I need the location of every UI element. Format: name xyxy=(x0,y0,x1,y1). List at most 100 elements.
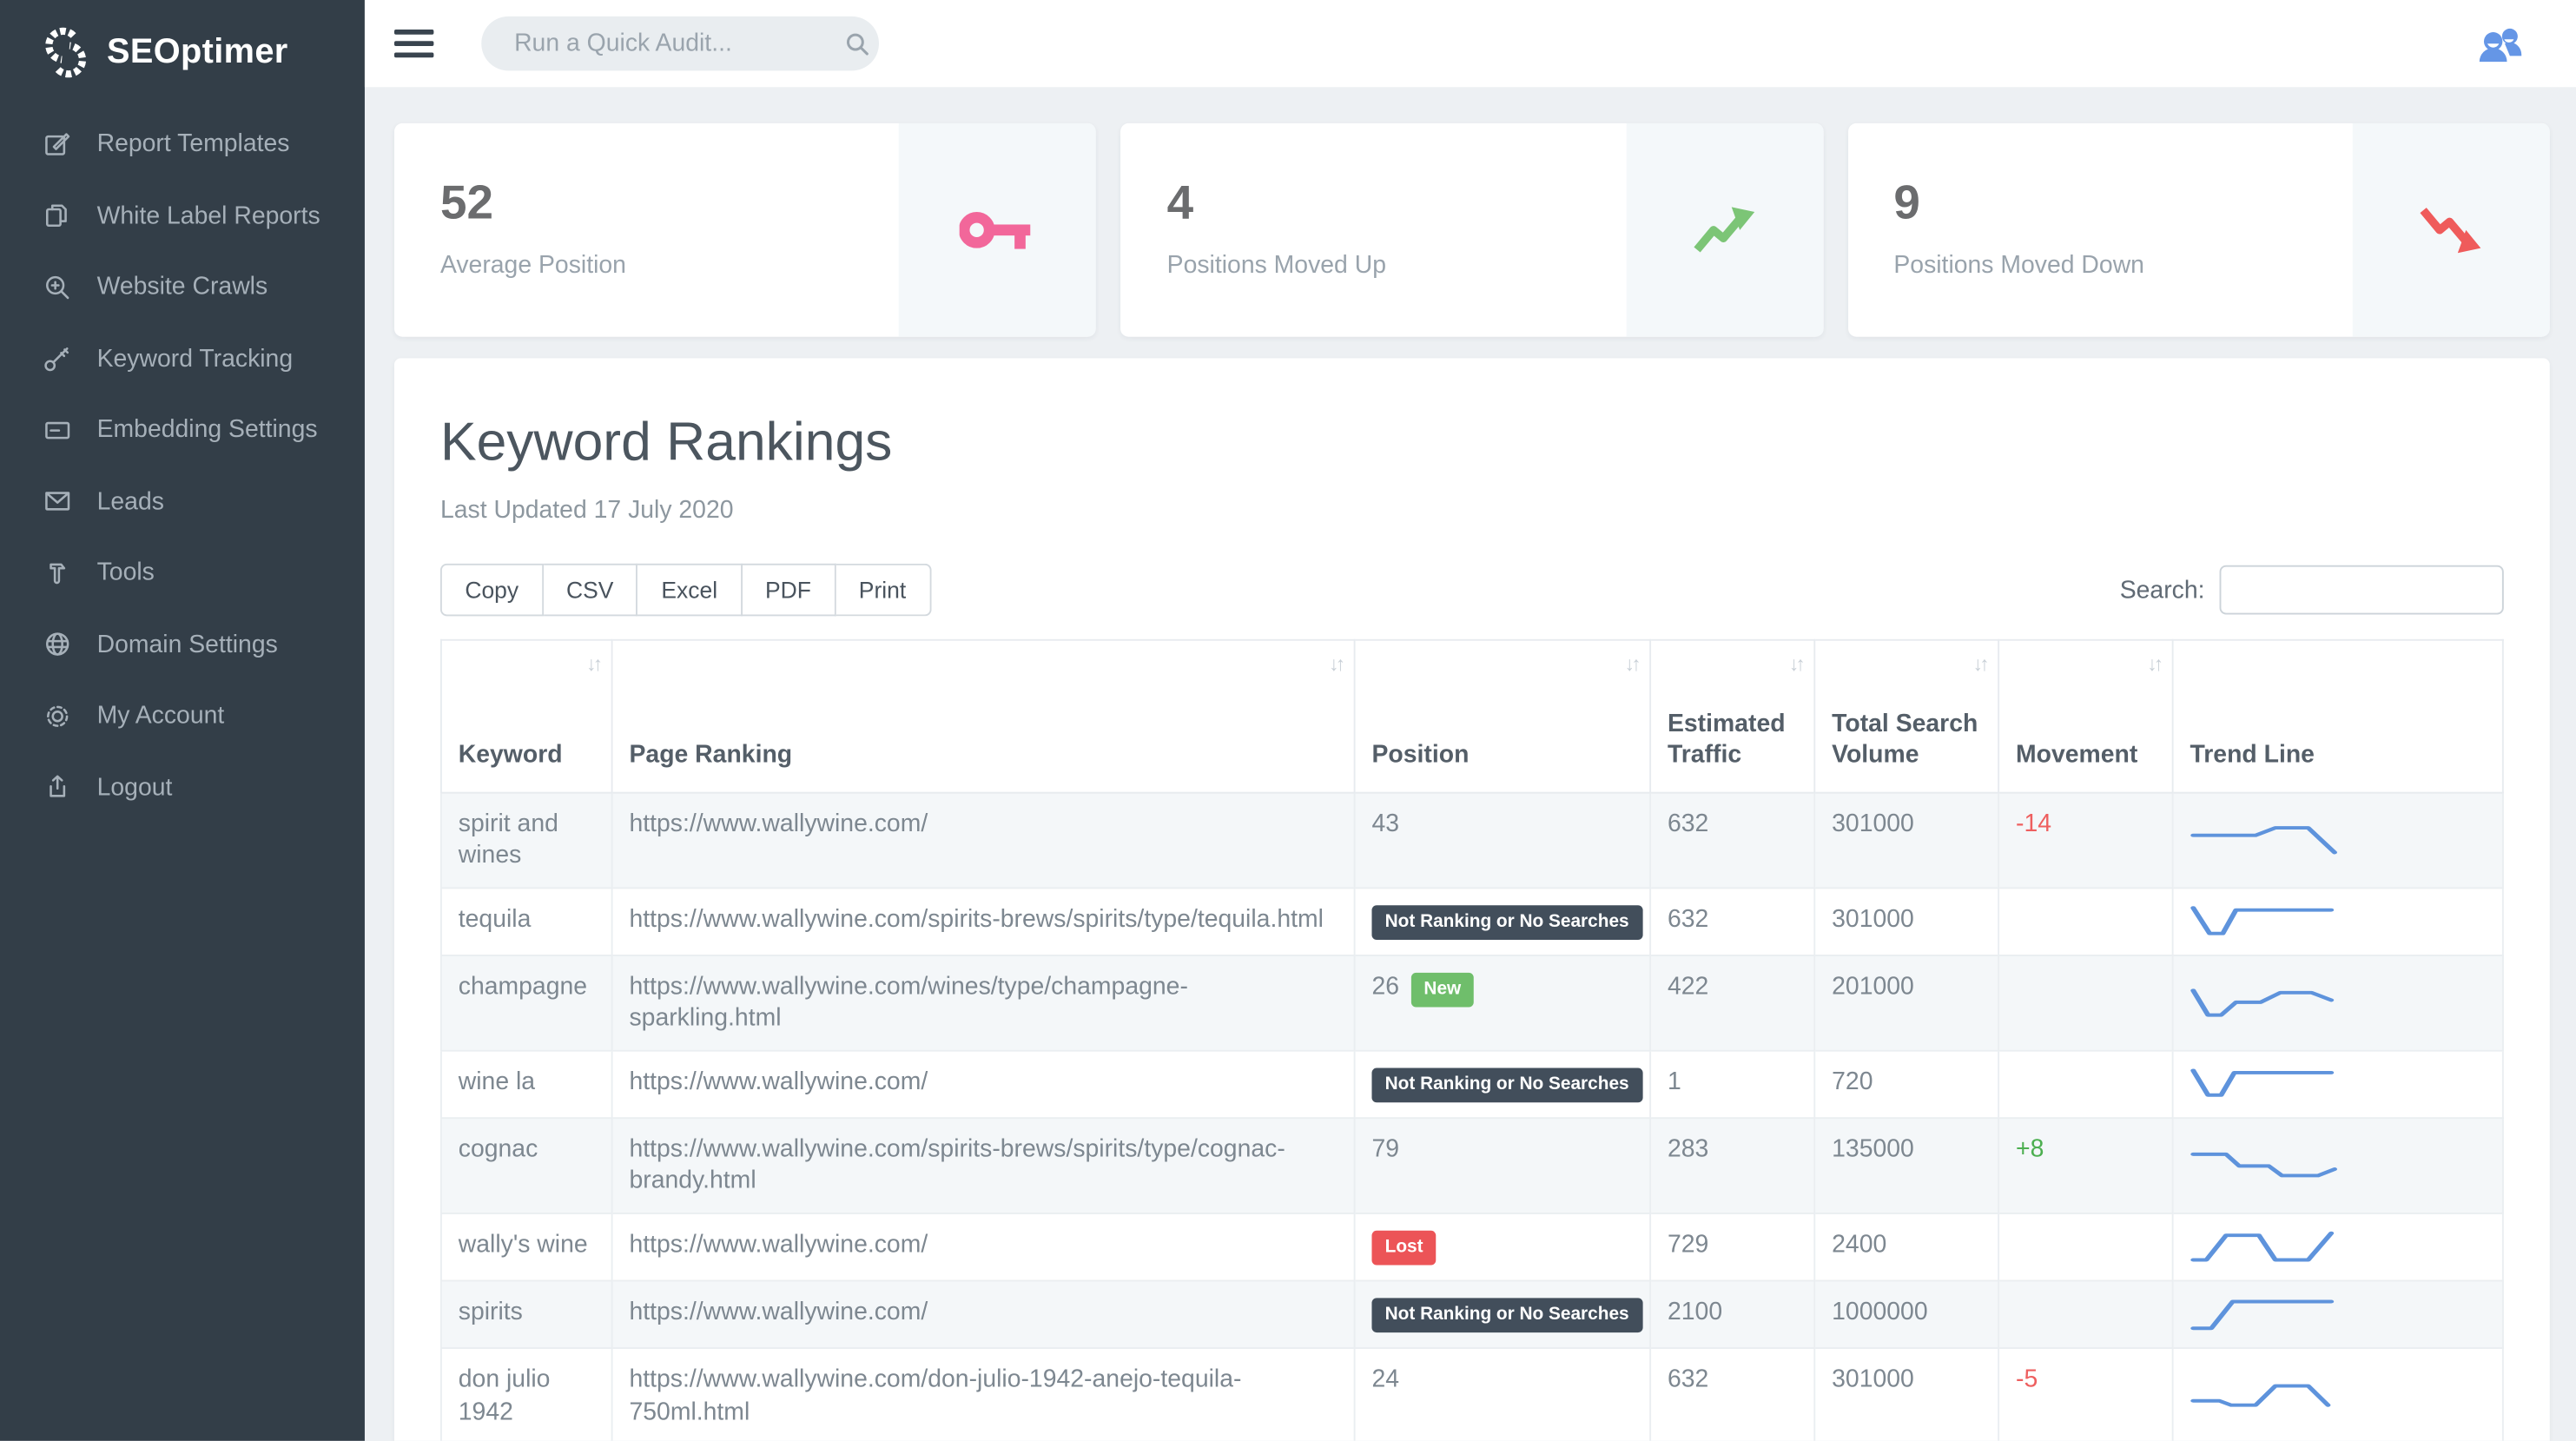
search-icon xyxy=(844,30,870,56)
position-badge: Not Ranking or No Searches xyxy=(1371,1067,1642,1103)
trend-cell xyxy=(2171,954,2504,1052)
movement-cell xyxy=(1998,1049,2174,1119)
sidebar-item-report-templates[interactable]: Report Templates xyxy=(0,109,365,180)
keyword-cell: don julio 1942 xyxy=(439,1347,613,1441)
position-cell: 43 xyxy=(1353,790,1652,889)
page-title: Keyword Rankings xyxy=(439,410,893,472)
total-search-volume-cell: 301000 xyxy=(1813,790,2000,889)
page-ranking-cell: https://www.wallywine.com/ xyxy=(611,1279,1356,1350)
table-search-input[interactable] xyxy=(2219,565,2504,615)
sidebar-item-my-account[interactable]: My Account xyxy=(0,680,365,751)
movement-value: -14 xyxy=(2015,809,2052,837)
sidebar-item-embedding-settings[interactable]: Embedding Settings xyxy=(0,394,365,466)
sort-icon: ↓↑ xyxy=(586,651,603,676)
stat-label: Positions Moved Up xyxy=(1166,251,1387,280)
position-badge: Not Ranking or No Searches xyxy=(1371,904,1642,940)
column-header-movement[interactable]: ↓↑ Movement xyxy=(1998,638,2174,793)
sort-icon: ↓↑ xyxy=(1329,651,1345,676)
trend-cell xyxy=(2171,1117,2504,1214)
movement-cell xyxy=(1998,886,2174,956)
trend-up-icon xyxy=(1626,122,1824,337)
trend-sparkline xyxy=(2190,1299,2335,1331)
table-row: wine la https://www.wallywine.com/Not Ran… xyxy=(439,1049,2504,1119)
table-row: tequila https://www.wallywine.com/spirits… xyxy=(439,886,2504,956)
csv-button[interactable]: CSV xyxy=(543,563,638,617)
total-search-volume-cell: 301000 xyxy=(1813,886,2000,956)
page-ranking-cell: https://www.wallywine.com/spirits-brews/… xyxy=(611,1117,1356,1214)
copy-button[interactable]: Copy xyxy=(439,563,544,617)
logo-text: SEOptimer xyxy=(106,32,288,71)
logout-icon xyxy=(41,773,74,803)
key-icon xyxy=(41,344,74,373)
sidebar-item-white-label-reports[interactable]: White Label Reports xyxy=(0,180,365,251)
gear-icon xyxy=(41,701,74,730)
trend-sparkline xyxy=(2190,1068,2335,1097)
estimated-traffic-cell: 632 xyxy=(1649,886,1816,956)
sidebar-item-domain-settings[interactable]: Domain Settings xyxy=(0,609,365,680)
sidebar-item-label: Website Crawls xyxy=(96,273,268,301)
table-search: Search: xyxy=(2120,565,2504,615)
estimated-traffic-cell: 632 xyxy=(1649,790,1816,889)
table-row: cognac https://www.wallywine.com/spirits-… xyxy=(439,1117,2504,1214)
sidebar-item-tools[interactable]: Tools xyxy=(0,538,365,609)
sidebar: SEOptimer Report Templates White Label R… xyxy=(0,0,365,1441)
estimated-traffic-cell: 632 xyxy=(1649,1347,1816,1441)
seoptimer-gears-icon xyxy=(39,26,92,79)
column-header-keyword[interactable]: ↓↑ Keyword xyxy=(439,638,613,793)
stat-cards: 52 Average Position 4 Position xyxy=(393,122,2550,337)
total-search-volume-cell: 301000 xyxy=(1813,1347,2000,1441)
trend-sparkline xyxy=(2190,1153,2337,1179)
page-ranking-cell: https://www.wallywine.com/ xyxy=(611,790,1356,889)
pdf-button[interactable]: PDF xyxy=(742,563,836,617)
movement-cell xyxy=(1998,1212,2174,1282)
position-cell: Lost xyxy=(1353,1212,1652,1282)
sidebar-item-leads[interactable]: Leads xyxy=(0,466,365,537)
estimated-traffic-cell: 729 xyxy=(1649,1212,1816,1282)
topbar xyxy=(364,0,2576,88)
estimated-traffic-cell: 283 xyxy=(1649,1117,1816,1214)
card-icon xyxy=(41,415,74,445)
total-search-volume-cell: 135000 xyxy=(1813,1117,2000,1214)
trend-sparkline xyxy=(2190,826,2337,855)
sidebar-item-label: Logout xyxy=(96,773,173,802)
column-header-trend-line: Trend Line xyxy=(2171,638,2504,793)
stat-card-positions-moved-up: 4 Positions Moved Up xyxy=(1120,122,1824,337)
pages-icon xyxy=(41,201,74,230)
content: 52 Average Position 4 Position xyxy=(365,87,2576,1441)
sidebar-item-logout[interactable]: Logout xyxy=(0,751,365,823)
trend-cell xyxy=(2171,1347,2504,1441)
main-area: 52 Average Position 4 Position xyxy=(364,0,2576,1441)
sidebar-item-label: Embedding Settings xyxy=(96,416,318,445)
column-header-total-search-volume[interactable]: ↓↑ Total Search Volume xyxy=(1813,638,2000,793)
keyword-cell: champagne xyxy=(439,954,613,1052)
position-cell: 24 xyxy=(1353,1347,1652,1441)
table-toolbar: Copy CSV Excel PDF Print Search: xyxy=(439,563,2504,617)
estimated-traffic-cell: 1 xyxy=(1649,1049,1816,1119)
quick-audit-input[interactable] xyxy=(511,28,845,60)
column-header-page-ranking[interactable]: ↓↑ Page Ranking xyxy=(611,638,1356,793)
sidebar-item-keyword-tracking[interactable]: Keyword Tracking xyxy=(0,323,365,394)
key-icon xyxy=(899,122,1097,337)
stat-label: Positions Moved Down xyxy=(1893,251,2144,280)
sidebar-item-label: White Label Reports xyxy=(96,202,320,230)
table-row: spirit and wines https://www.wallywine.co… xyxy=(439,790,2504,889)
stat-card-positions-moved-down: 9 Positions Moved Down xyxy=(1847,122,2550,337)
hamburger-menu-icon[interactable] xyxy=(393,30,434,58)
table-body: spirit and wines https://www.wallywine.co… xyxy=(439,790,2504,1441)
users-icon[interactable] xyxy=(2476,23,2526,63)
logo[interactable]: SEOptimer xyxy=(0,0,365,109)
estimated-traffic-cell: 422 xyxy=(1649,954,1816,1052)
stat-label: Average Position xyxy=(439,251,626,280)
sidebar-item-website-crawls[interactable]: Website Crawls xyxy=(0,251,365,322)
column-header-position[interactable]: ↓↑ Position xyxy=(1353,638,1652,793)
table-row: champagne https://www.wallywine.com/wines… xyxy=(439,954,2504,1052)
sort-icon: ↓↑ xyxy=(1788,651,1806,676)
print-button[interactable]: Print xyxy=(836,563,931,617)
page-ranking-cell: https://www.wallywine.com/wines/type/cha… xyxy=(611,954,1356,1052)
table-row: spirits https://www.wallywine.com/Not Ran… xyxy=(439,1279,2504,1350)
excel-button[interactable]: Excel xyxy=(637,563,743,617)
column-header-estimated-traffic[interactable]: ↓↑ Estimated Traffic xyxy=(1649,638,1816,793)
total-search-volume-cell: 1000000 xyxy=(1813,1279,2000,1350)
total-search-volume-cell: 720 xyxy=(1813,1049,2000,1119)
